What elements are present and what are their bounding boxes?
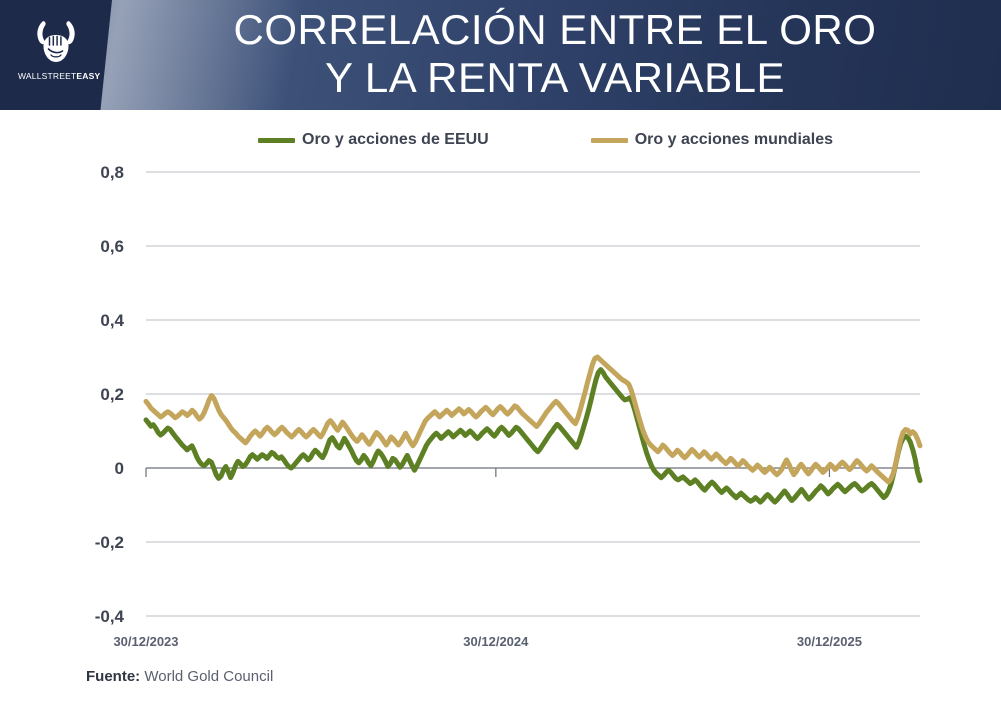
y-axis-tick-label: 0,2 (100, 385, 124, 404)
chart-legend: Oro y acciones de EEUU Oro y acciones mu… (150, 126, 910, 154)
y-axis-tick-labels: 0,8 0,6 0,4 0,2 0 -0,2 -0,4 (95, 163, 125, 626)
y-axis-tick-label: 0 (115, 459, 124, 478)
x-axis-tick-label: 30/12/2025 (797, 634, 862, 649)
legend-label-world: Oro y acciones mundiales (634, 131, 834, 148)
brand-logo-text-light: WALLSTREET (18, 71, 77, 81)
brand-logo[interactable]: WALLSTREETEASY (18, 18, 100, 94)
chart-series-line-us (143, 367, 923, 505)
y-axis-tick-label: 0,8 (100, 163, 124, 182)
legend-swatch-us-icon (258, 137, 295, 143)
legend-item-world[interactable]: Oro y acciones mundiales (590, 131, 834, 149)
x-axis-tick-labels: 30/12/2023 30/12/2024 30/12/2025 (113, 634, 862, 649)
chart-series-group (143, 354, 923, 505)
y-axis-tick-label: -0,4 (95, 607, 125, 626)
y-axis-tick-label: -0,2 (95, 533, 124, 552)
brand-logo-text: WALLSTREETEASY (18, 71, 100, 81)
source-label: Fuente: (86, 668, 141, 685)
header-banner: WALLSTREETEASY CORRELACIÓN ENTRE EL ORO … (0, 0, 1001, 110)
legend-label-us: Oro y acciones de EEUU (302, 131, 489, 148)
x-axis-tick-label: 30/12/2023 (113, 634, 178, 649)
brand-logo-text-bold: EASY (76, 71, 101, 81)
x-axis-tick-label: 30/12/2024 (463, 634, 529, 649)
y-axis-tick-label: 0,6 (100, 237, 124, 256)
chart-gridlines (146, 171, 920, 617)
bull-head-icon (37, 21, 75, 62)
legend-swatch-world-icon (590, 137, 628, 143)
source-note: Fuente: World Gold Council (86, 668, 273, 685)
page-title: CORRELACIÓN ENTRE EL ORO Y LA RENTA VARI… (233, 6, 877, 101)
source-value: World Gold Council (144, 668, 274, 685)
y-axis-tick-label: 0,4 (100, 311, 124, 330)
legend-item-us[interactable]: Oro y acciones de EEUU (258, 131, 489, 149)
x-axis-tick-marks (145, 468, 831, 477)
chart-plot-area: 0,8 0,6 0,4 0,2 0 -0,2 -0,4 30/12/2023 30/12/20… (0, 110, 1001, 708)
line-chart: 0,80,60,40,20-0,2-0,4 30/12/2023 30/12/20… (95, 163, 923, 649)
chart-series-line-world (143, 354, 923, 485)
